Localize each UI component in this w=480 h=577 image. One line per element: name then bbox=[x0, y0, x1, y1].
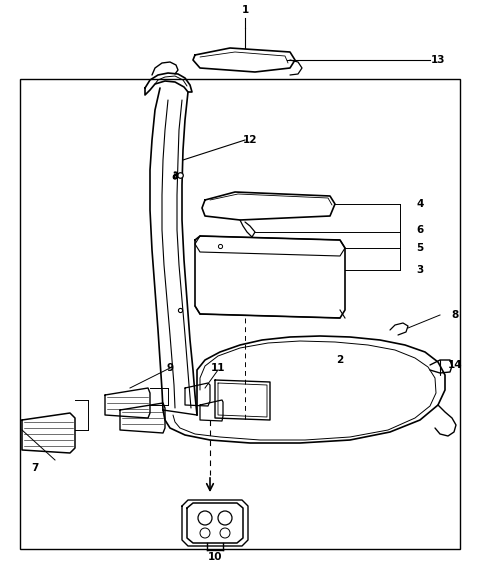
Text: 9: 9 bbox=[167, 363, 174, 373]
Text: 5: 5 bbox=[416, 243, 424, 253]
Text: 14: 14 bbox=[448, 360, 462, 370]
Text: 7: 7 bbox=[31, 463, 39, 473]
Text: 3: 3 bbox=[416, 265, 424, 275]
Text: 8: 8 bbox=[451, 310, 458, 320]
Text: 1: 1 bbox=[241, 5, 249, 15]
Text: 11: 11 bbox=[211, 363, 225, 373]
Text: 10: 10 bbox=[208, 552, 222, 562]
Text: 2: 2 bbox=[336, 355, 344, 365]
Bar bbox=[20, 79, 460, 549]
Text: 6: 6 bbox=[416, 225, 424, 235]
Text: 4: 4 bbox=[416, 199, 424, 209]
Text: 12: 12 bbox=[243, 135, 257, 145]
Text: 13: 13 bbox=[431, 55, 445, 65]
